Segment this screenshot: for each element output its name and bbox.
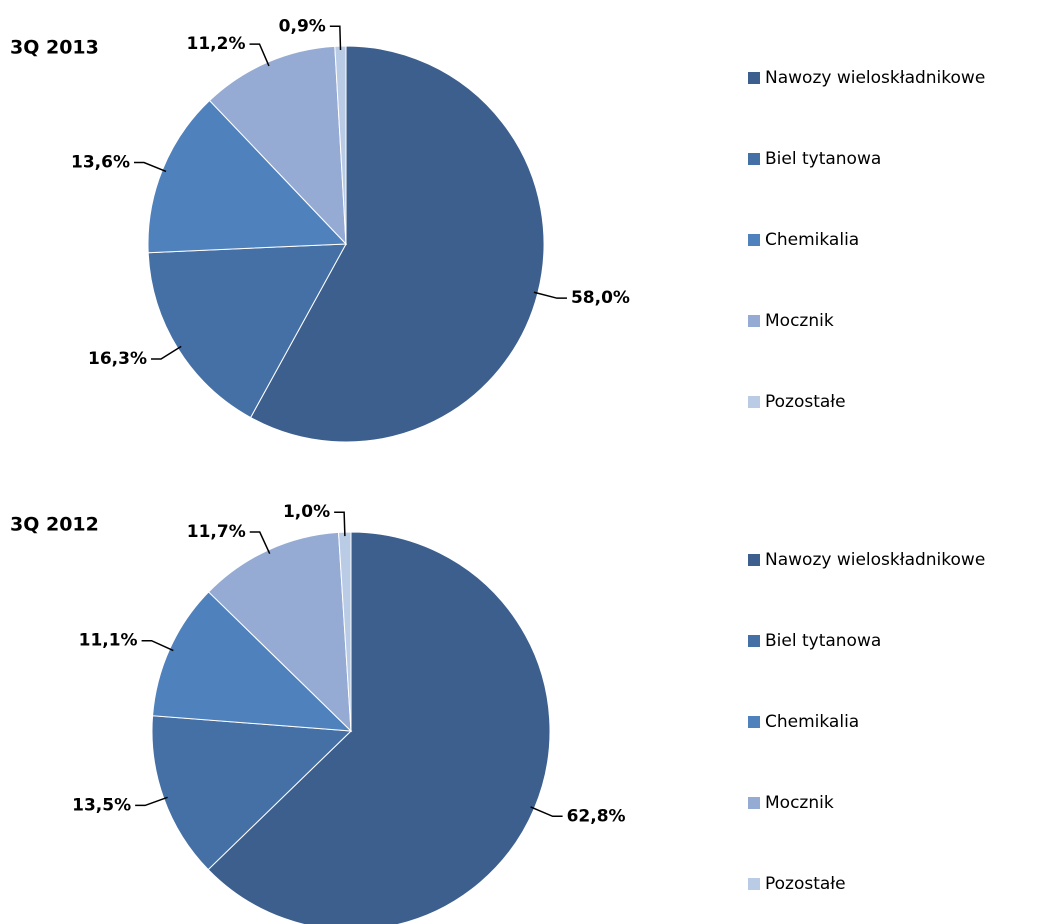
leader-line: [151, 345, 182, 360]
legend-swatch: [748, 716, 760, 728]
legend-label: Chemikalia: [765, 230, 859, 250]
data-label: 13,5%: [72, 795, 131, 815]
legend-label: Mocznik: [765, 793, 834, 813]
legend-swatch: [748, 234, 760, 246]
legend-swatch: [748, 315, 760, 327]
legend-swatch: [748, 878, 760, 890]
leader-line: [249, 43, 270, 67]
leader-line: [135, 796, 168, 807]
legend-swatch: [748, 797, 760, 809]
legend-label: Biel tytanowa: [765, 631, 881, 651]
legend-label: Mocznik: [765, 311, 834, 331]
leader-line: [249, 531, 271, 555]
legend-label: Pozostałe: [765, 392, 846, 412]
leader-line: [533, 291, 567, 299]
chart-title: 3Q 2012: [10, 514, 99, 536]
leader-line: [134, 161, 167, 173]
data-label: 0,9%: [279, 16, 326, 36]
leader-line: [329, 25, 342, 51]
data-label: 58,0%: [571, 288, 630, 308]
legend-label: Biel tytanowa: [765, 149, 881, 169]
chart-title: 3Q 2013: [10, 37, 99, 59]
data-label: 1,0%: [283, 502, 330, 522]
data-label: 11,2%: [187, 34, 246, 54]
data-label: 16,3%: [88, 349, 147, 369]
legend-swatch: [748, 153, 760, 165]
leader-line: [141, 639, 174, 652]
data-label: 11,7%: [187, 522, 246, 542]
legend-swatch: [748, 396, 760, 408]
data-label: 11,1%: [79, 631, 138, 651]
legend-label: Nawozy wieloskładnikowe: [765, 550, 985, 570]
legend-label: Pozostałe: [765, 874, 846, 894]
data-label: 62,8%: [567, 806, 626, 826]
legend-swatch: [748, 72, 760, 84]
leader-line: [334, 511, 346, 537]
legend-swatch: [748, 635, 760, 647]
leader-line: [530, 806, 563, 818]
data-label: 13,6%: [71, 153, 130, 173]
legend-swatch: [748, 554, 760, 566]
legend-label: Chemikalia: [765, 712, 859, 732]
legend-label: Nawozy wieloskładnikowe: [765, 68, 985, 88]
